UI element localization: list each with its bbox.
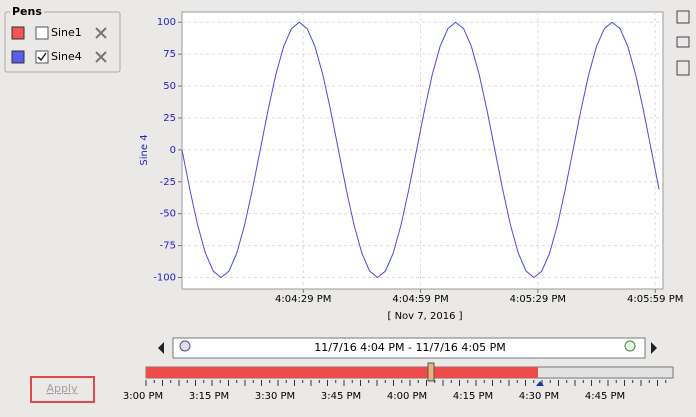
y-axis-label: Sine 4 xyxy=(139,134,150,165)
timeline-label: 3:30 PM xyxy=(255,391,295,402)
pen-name: Sine4 xyxy=(51,50,82,63)
save-icon[interactable] xyxy=(676,60,690,76)
apply-button[interactable] xyxy=(30,376,95,403)
print-icon[interactable] xyxy=(676,36,690,48)
range-field[interactable] xyxy=(172,337,646,359)
timeline-label: 4:15 PM xyxy=(453,391,493,402)
series-line xyxy=(181,21,660,279)
pen-check xyxy=(37,52,47,62)
zoom-in-icon[interactable] xyxy=(624,340,636,352)
timeline-selection xyxy=(146,367,538,378)
prev-arrow[interactable] xyxy=(158,342,164,354)
timeline-label: 3:00 PM xyxy=(123,391,163,402)
pen-remove[interactable] xyxy=(95,27,107,39)
x-tick-label: 4:05:29 PM xyxy=(510,294,566,305)
timeline-label: 3:15 PM xyxy=(189,391,229,402)
zoom-fit-icon[interactable] xyxy=(676,10,690,24)
y-tick-label: -25 xyxy=(160,177,176,188)
pens-title-bg xyxy=(10,5,44,19)
y-tick-label: 100 xyxy=(157,17,176,28)
y-tick-label: -100 xyxy=(153,273,176,284)
pen-color xyxy=(11,50,25,64)
toolbar[interactable] xyxy=(676,10,690,76)
timeline-handle[interactable] xyxy=(427,362,435,382)
pen-remove[interactable] xyxy=(95,51,107,63)
timeline-label: 4:30 PM xyxy=(519,391,559,402)
x-axis-label: [ Nov 7, 2016 ] xyxy=(387,311,462,322)
pen-name: Sine1 xyxy=(51,26,82,39)
x-tick-label: 4:04:59 PM xyxy=(392,294,448,305)
timeline-label: 4:00 PM xyxy=(387,391,427,402)
y-tick-label: 25 xyxy=(163,113,176,124)
timeline-label: 3:45 PM xyxy=(321,391,361,402)
y-tick-label: 75 xyxy=(163,49,176,60)
x-tick-label: 4:04:29 PM xyxy=(275,294,331,305)
pen-color xyxy=(11,26,25,40)
pen-checkbox[interactable] xyxy=(35,26,49,40)
x-tick-label: 4:05:59 PM xyxy=(627,294,683,305)
timeline-label: 4:45 PM xyxy=(585,391,625,402)
pens-title: Pens xyxy=(12,5,42,18)
y-tick-label: -50 xyxy=(160,209,176,220)
pens-panel xyxy=(4,11,121,73)
zoom-out-icon[interactable] xyxy=(179,340,191,352)
y-tick-label: 50 xyxy=(163,81,176,92)
plot-area xyxy=(181,11,664,290)
y-tick-label: -75 xyxy=(160,241,176,252)
apply-label[interactable]: Apply xyxy=(46,382,78,395)
range-text: 11/7/16 4:04 PM - 11/7/16 4:05 PM xyxy=(314,341,505,354)
pen-checkbox[interactable] xyxy=(35,50,49,64)
next-arrow[interactable] xyxy=(651,342,657,354)
y-tick-label: 0 xyxy=(170,145,176,156)
